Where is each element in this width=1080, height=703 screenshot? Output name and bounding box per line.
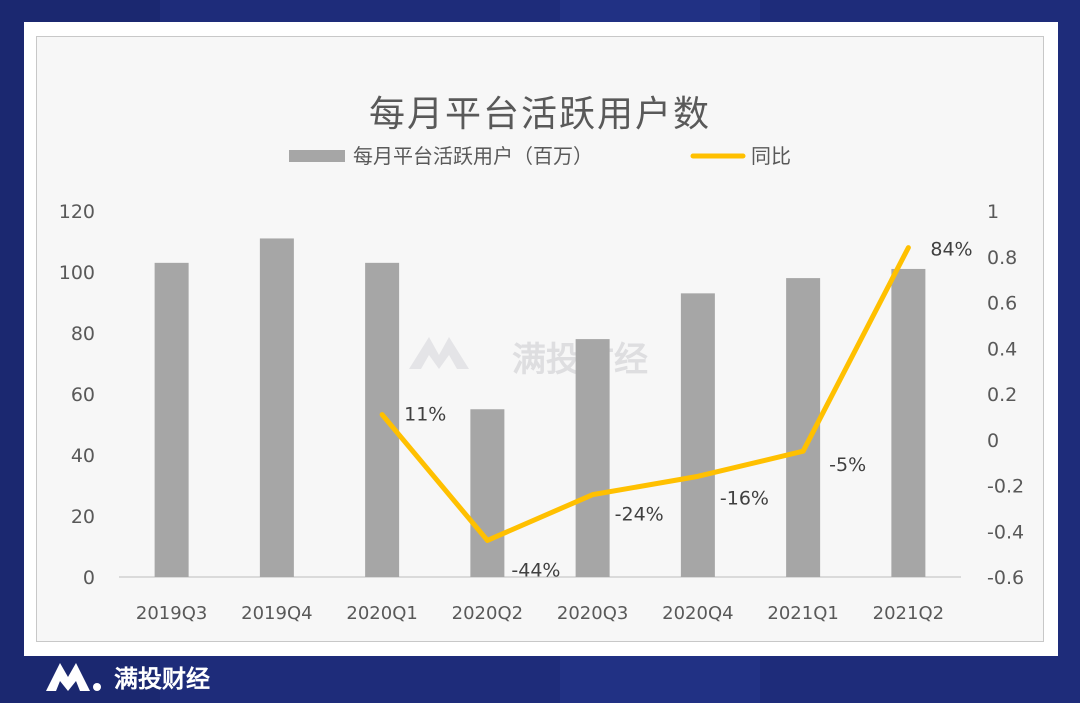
x-tick-label: 2021Q1 bbox=[767, 603, 838, 624]
legend-label-line: 同比 bbox=[751, 144, 791, 168]
y-left-tick-label: 0 bbox=[83, 567, 95, 589]
legend-swatch-bar bbox=[289, 150, 345, 162]
bar bbox=[259, 238, 294, 577]
x-tick-label: 2019Q3 bbox=[136, 603, 207, 624]
bar bbox=[575, 339, 610, 577]
y-left-tick-label: 20 bbox=[71, 506, 95, 528]
bar bbox=[891, 268, 926, 577]
y-right-tick-label: -0.2 bbox=[987, 476, 1024, 498]
yoy-data-label: 84% bbox=[930, 239, 972, 261]
yoy-data-label: -16% bbox=[720, 487, 769, 509]
chart-area: 每月平台活跃用户数 满投财经 每月平台活跃用户（百万） 同比 0 20 40 60 80 1… bbox=[36, 36, 1044, 642]
x-tick-label: 2020Q2 bbox=[452, 603, 523, 624]
brand-text: 满投财经 bbox=[114, 664, 210, 693]
y-left-tick-label: 80 bbox=[71, 323, 95, 345]
y-right-tick-label: -0.4 bbox=[987, 521, 1024, 543]
yoy-data-label: -5% bbox=[829, 454, 866, 476]
y-right-tick-label: -0.6 bbox=[987, 567, 1024, 589]
y-left-tick-label: 40 bbox=[71, 445, 95, 467]
y-right-tick-label: 0.2 bbox=[987, 384, 1017, 406]
yoy-data-label: -44% bbox=[511, 559, 560, 581]
bar bbox=[154, 262, 189, 577]
x-tick-label: 2019Q4 bbox=[241, 603, 312, 624]
watermark-logo-icon bbox=[409, 337, 469, 369]
y-left-tick-label: 120 bbox=[59, 201, 95, 223]
y-right-tick-label: 1 bbox=[987, 201, 999, 223]
bar bbox=[365, 262, 400, 577]
yoy-line bbox=[379, 245, 911, 543]
x-tick-label: 2020Q1 bbox=[346, 603, 417, 624]
legend-label-bar: 每月平台活跃用户（百万） bbox=[353, 144, 593, 168]
yoy-data-label: -24% bbox=[615, 504, 664, 526]
y-left-tick-label: 100 bbox=[59, 262, 95, 284]
brand: 满投财经 bbox=[44, 656, 210, 696]
chart-title: 每月平台活跃用户数 bbox=[368, 94, 711, 135]
watermark: 满投财经 bbox=[409, 337, 648, 380]
axes: 0 20 40 60 80 100 120 -0.6 -0.4 -0.2 0 0.2 0.4 0.6 0.8… bbox=[59, 201, 1024, 624]
y-left-tick-label: 60 bbox=[71, 384, 95, 406]
x-tick-label: 2021Q2 bbox=[873, 603, 944, 624]
x-tick-label: 2020Q4 bbox=[662, 603, 733, 624]
bar bbox=[680, 293, 715, 577]
x-tick-label: 2020Q3 bbox=[557, 603, 628, 624]
chart-frame: 每月平台活跃用户数 满投财经 每月平台活跃用户（百万） 同比 0 20 40 60 80 1… bbox=[24, 22, 1058, 656]
brand-logo-icon bbox=[46, 663, 101, 691]
y-right-tick-label: 0 bbox=[987, 430, 999, 452]
bars bbox=[154, 238, 926, 577]
y-right-tick-label: 0.8 bbox=[987, 247, 1017, 269]
chart-plot: 满投财经 每月平台活跃用户（百万） 同比 0 20 40 60 80 100 120 -0.6 -… bbox=[59, 144, 1024, 624]
legend: 每月平台活跃用户（百万） 同比 bbox=[289, 144, 791, 168]
yoy-line-path bbox=[379, 245, 911, 543]
data-labels: 11% -44% -24% -16% -5% 84% bbox=[404, 239, 972, 582]
bar bbox=[470, 409, 505, 577]
yoy-data-label: 11% bbox=[404, 404, 446, 426]
y-right-tick-label: 0.6 bbox=[987, 293, 1017, 315]
y-right-tick-label: 0.4 bbox=[987, 338, 1017, 360]
